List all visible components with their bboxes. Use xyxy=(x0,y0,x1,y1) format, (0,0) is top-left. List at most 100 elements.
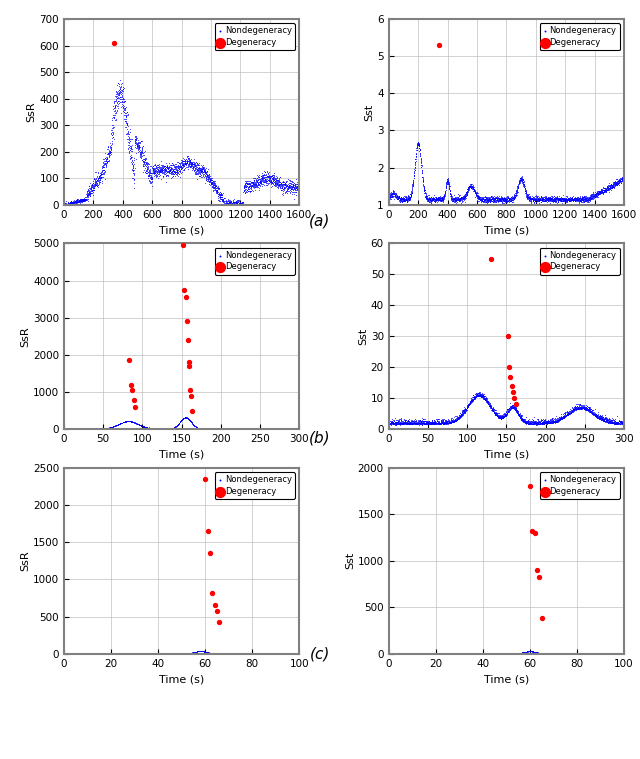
Nondegeneracy xyxy=(234,647,244,660)
Nondegeneracy xyxy=(148,647,158,660)
Nondegeneracy xyxy=(63,423,74,435)
Nondegeneracy xyxy=(595,186,605,198)
Nondegeneracy xyxy=(561,647,572,659)
Nondegeneracy xyxy=(126,647,136,660)
Nondegeneracy xyxy=(262,422,272,434)
Nondegeneracy xyxy=(188,647,198,659)
Nondegeneracy xyxy=(538,194,548,206)
Nondegeneracy xyxy=(435,417,445,429)
Nondegeneracy xyxy=(412,647,422,659)
Nondegeneracy xyxy=(477,388,488,400)
Nondegeneracy xyxy=(75,647,85,660)
Nondegeneracy xyxy=(81,194,92,206)
Nondegeneracy xyxy=(531,416,541,428)
Nondegeneracy xyxy=(226,647,236,659)
Nondegeneracy xyxy=(109,114,120,126)
Nondegeneracy xyxy=(425,193,435,205)
Nondegeneracy xyxy=(212,647,222,660)
Nondegeneracy xyxy=(598,185,609,197)
Nondegeneracy xyxy=(460,187,470,200)
Nondegeneracy xyxy=(604,417,614,429)
Nondegeneracy xyxy=(419,184,429,196)
Nondegeneracy xyxy=(273,423,284,435)
Nondegeneracy xyxy=(512,647,522,659)
Nondegeneracy xyxy=(524,194,534,206)
Nondegeneracy xyxy=(428,647,438,659)
Nondegeneracy xyxy=(276,647,286,660)
Nondegeneracy xyxy=(82,647,92,660)
Nondegeneracy xyxy=(140,647,150,660)
Nondegeneracy xyxy=(81,423,92,435)
Nondegeneracy xyxy=(204,647,214,659)
Nondegeneracy xyxy=(449,415,460,427)
Nondegeneracy xyxy=(406,416,416,428)
Nondegeneracy xyxy=(190,168,200,180)
Nondegeneracy xyxy=(385,190,395,202)
Nondegeneracy xyxy=(463,647,473,659)
Nondegeneracy xyxy=(246,647,257,659)
Nondegeneracy xyxy=(141,156,151,168)
Nondegeneracy xyxy=(446,647,456,659)
Nondegeneracy xyxy=(533,416,543,428)
Nondegeneracy xyxy=(388,647,398,659)
Nondegeneracy xyxy=(142,167,152,179)
Nondegeneracy xyxy=(495,193,505,205)
Nondegeneracy xyxy=(407,647,417,659)
Nondegeneracy xyxy=(513,407,523,419)
Nondegeneracy xyxy=(264,171,274,183)
Nondegeneracy xyxy=(145,422,156,434)
Nondegeneracy xyxy=(236,199,246,211)
Nondegeneracy xyxy=(452,414,462,426)
Nondegeneracy xyxy=(424,647,435,659)
Nondegeneracy xyxy=(224,197,234,209)
Nondegeneracy xyxy=(432,194,442,206)
Nondegeneracy xyxy=(593,411,603,424)
Nondegeneracy xyxy=(79,647,90,660)
Nondegeneracy xyxy=(435,418,445,430)
Nondegeneracy xyxy=(504,194,515,206)
Nondegeneracy xyxy=(220,192,230,204)
Nondegeneracy xyxy=(506,192,516,204)
Nondegeneracy xyxy=(577,191,587,203)
Nondegeneracy xyxy=(264,647,275,660)
Nondegeneracy xyxy=(456,410,467,422)
Nondegeneracy xyxy=(546,194,556,206)
Nondegeneracy xyxy=(223,423,234,435)
Nondegeneracy xyxy=(433,192,444,204)
Nondegeneracy xyxy=(588,408,598,420)
Nondegeneracy xyxy=(395,647,405,659)
Nondegeneracy xyxy=(597,411,607,423)
Nondegeneracy xyxy=(596,647,607,659)
Nondegeneracy xyxy=(477,194,488,206)
Nondegeneracy xyxy=(187,647,197,659)
Nondegeneracy xyxy=(215,647,225,660)
Nondegeneracy xyxy=(478,389,488,402)
Nondegeneracy xyxy=(287,181,298,194)
Nondegeneracy xyxy=(418,647,428,659)
Nondegeneracy xyxy=(275,647,285,660)
Nondegeneracy xyxy=(165,647,175,660)
Nondegeneracy xyxy=(404,647,415,660)
Nondegeneracy xyxy=(83,423,93,435)
Nondegeneracy xyxy=(163,160,173,172)
Nondegeneracy xyxy=(177,161,187,173)
Nondegeneracy xyxy=(506,647,516,659)
Nondegeneracy xyxy=(238,647,248,660)
Nondegeneracy xyxy=(397,647,408,660)
Nondegeneracy xyxy=(417,160,427,172)
Nondegeneracy xyxy=(561,191,571,203)
Legend: Nondegeneracy, Degeneracy: Nondegeneracy, Degeneracy xyxy=(540,247,620,275)
Nondegeneracy xyxy=(493,409,503,421)
Nondegeneracy xyxy=(394,190,404,202)
Nondegeneracy xyxy=(412,417,422,430)
Nondegeneracy xyxy=(515,410,525,422)
Nondegeneracy xyxy=(385,417,395,430)
Nondegeneracy xyxy=(116,647,126,660)
Nondegeneracy xyxy=(150,422,160,434)
Nondegeneracy xyxy=(387,417,397,430)
Nondegeneracy xyxy=(602,647,612,659)
Nondegeneracy xyxy=(486,647,496,659)
Nondegeneracy xyxy=(524,194,534,206)
Nondegeneracy xyxy=(617,647,627,660)
Nondegeneracy xyxy=(291,175,301,187)
